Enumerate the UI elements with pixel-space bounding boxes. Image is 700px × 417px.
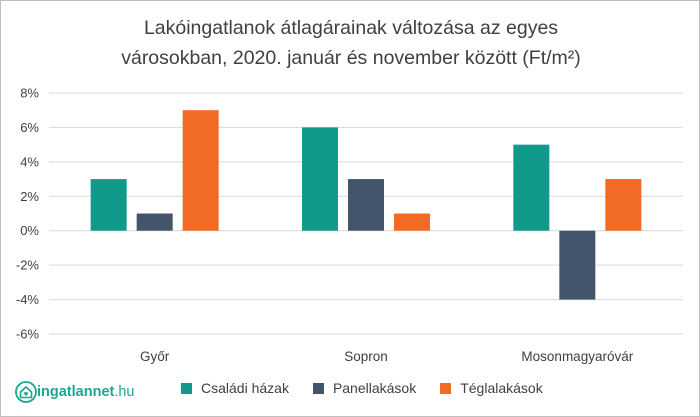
legend-label: Téglalakások bbox=[460, 380, 543, 396]
logo-name: ingatlannet bbox=[37, 384, 115, 400]
logo-text: ingatlannet.hu bbox=[37, 384, 135, 400]
category-label: Sopron bbox=[344, 349, 388, 364]
y-tick-label: -2% bbox=[16, 258, 40, 273]
y-tick-label: 2% bbox=[20, 189, 39, 204]
bar bbox=[182, 110, 219, 231]
chart-title-line-1: Lakóingatlanok átlagárainak változása az… bbox=[143, 17, 559, 39]
bar bbox=[394, 213, 430, 231]
bar bbox=[136, 213, 173, 231]
category-label: Mosonmagyaróvár bbox=[521, 349, 633, 364]
house-heart-icon bbox=[15, 381, 37, 403]
chart-title: Lakóingatlanok átlagárainak változása az… bbox=[41, 13, 661, 73]
legend-swatch bbox=[181, 382, 192, 394]
bar bbox=[559, 230, 596, 300]
bar bbox=[513, 144, 550, 231]
ingatlannet-logo: ingatlannet.hu bbox=[15, 381, 135, 403]
legend-swatch bbox=[440, 382, 452, 394]
y-tick-label: 0% bbox=[20, 223, 39, 238]
bar bbox=[348, 179, 384, 231]
legend-item: Téglalakások bbox=[440, 380, 543, 396]
y-tick-label: 4% bbox=[20, 154, 39, 169]
bar bbox=[605, 179, 642, 231]
category-label: Győr bbox=[140, 349, 170, 364]
chart-title-line-2: városokban, 2020. január és november köz… bbox=[121, 47, 581, 69]
chart-legend: Családi házak Panellakások Téglalakások bbox=[181, 380, 567, 396]
legend-item: Családi házak bbox=[181, 380, 289, 396]
y-tick-label: -4% bbox=[16, 292, 40, 307]
bar bbox=[302, 127, 338, 231]
y-tick-label: -6% bbox=[16, 327, 40, 342]
y-tick-label: 8% bbox=[20, 86, 39, 101]
bar bbox=[90, 179, 127, 231]
legend-label: Panellakások bbox=[332, 380, 417, 396]
legend-swatch bbox=[312, 382, 324, 394]
y-tick-label: 6% bbox=[20, 120, 39, 135]
logo-tld: .hu bbox=[114, 384, 135, 400]
legend-item: Panellakások bbox=[312, 380, 417, 396]
legend-label: Családi házak bbox=[201, 380, 289, 396]
